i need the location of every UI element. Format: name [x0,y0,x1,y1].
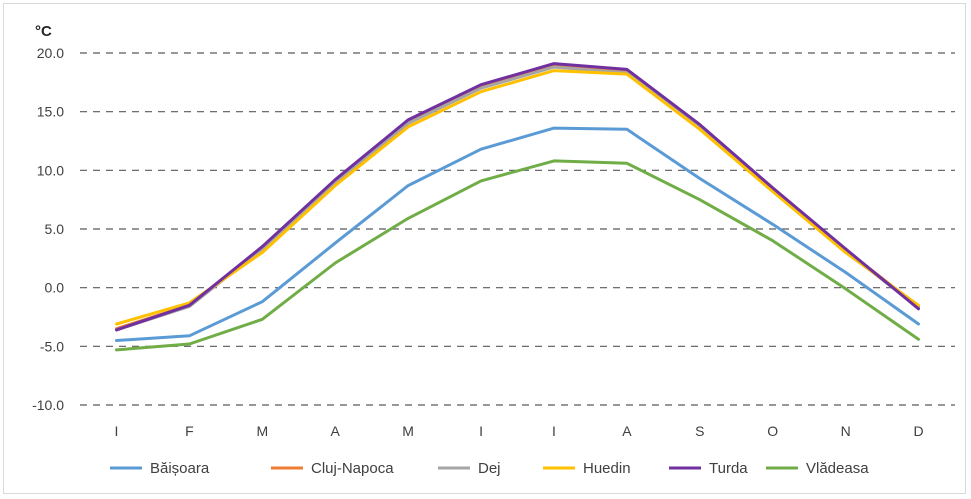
x-tick-label: S [695,423,704,439]
x-tick-label: A [331,423,341,439]
x-tick-label: N [841,423,851,439]
legend-label: Cluj-Napoca [311,460,394,477]
legend-label: Băișoara [150,460,210,477]
series-line-3 [115,69,920,326]
series-line-4 [115,62,920,332]
y-tick-label: 20.0 [37,45,64,61]
series-line-0 [115,126,920,342]
x-tick-label: O [767,423,778,439]
legend-label: Turda [709,460,748,477]
legend-label: Vlădeasa [806,460,869,477]
y-tick-label: -5.0 [40,338,64,354]
x-tick-label: I [479,423,483,439]
legend-label: Huedin [583,460,631,477]
y-axis-ticks: 20.0 15.0 10.0 5.0 0.0 -5.0 -10.0 [32,45,64,413]
x-tick-label: I [552,423,556,439]
series-lines [115,62,920,352]
y-tick-label: 10.0 [37,162,64,178]
series-line-5 [115,159,920,352]
legend-label: Dej [478,460,501,477]
x-tick-label: A [622,423,632,439]
y-tick-label: 5.0 [45,221,65,237]
x-tick-label: M [256,423,268,439]
x-tick-label: I [115,423,119,439]
series-line-1 [115,64,920,331]
gridlines [80,52,955,406]
x-tick-label: M [402,423,414,439]
y-tick-label: -10.0 [32,397,64,413]
x-tick-label: D [913,423,923,439]
x-tick-label: F [185,423,194,439]
series-line-2 [115,65,920,332]
legend: Băișoara Cluj-Napoca Dej Huedin Turda Vlădeas… [110,460,869,477]
y-tick-label: 0.0 [45,280,65,296]
y-unit-label: °C [35,23,52,40]
y-tick-label: 15.0 [37,104,64,120]
